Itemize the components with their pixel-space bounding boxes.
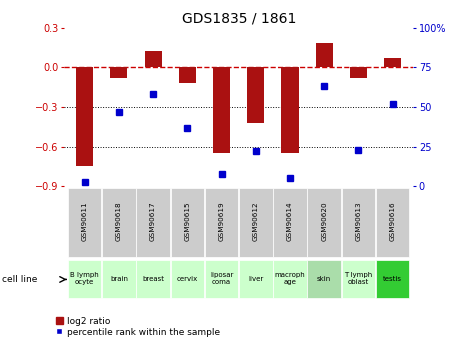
Text: liposar
coma: liposar coma — [210, 272, 233, 285]
Bar — [307, 188, 341, 257]
Bar — [273, 188, 307, 257]
Text: brain: brain — [110, 276, 128, 282]
Bar — [273, 260, 307, 298]
Text: testis: testis — [383, 276, 402, 282]
Bar — [205, 188, 238, 257]
Bar — [307, 260, 341, 298]
Text: cervix: cervix — [177, 276, 198, 282]
Bar — [171, 260, 204, 298]
Bar — [136, 260, 170, 298]
Text: GSM90611: GSM90611 — [82, 201, 88, 241]
Bar — [68, 188, 102, 257]
Bar — [205, 260, 238, 298]
Bar — [342, 260, 375, 298]
Bar — [213, 67, 230, 153]
Text: GSM90614: GSM90614 — [287, 201, 293, 241]
Text: GSM90613: GSM90613 — [355, 201, 361, 241]
Text: breast: breast — [142, 276, 164, 282]
Text: GSM90619: GSM90619 — [218, 201, 225, 241]
Bar — [110, 67, 127, 78]
Text: liver: liver — [248, 276, 264, 282]
Text: GSM90616: GSM90616 — [390, 201, 396, 241]
Text: B lymph
ocyte: B lymph ocyte — [70, 272, 99, 285]
Bar — [239, 260, 273, 298]
Text: GSM90617: GSM90617 — [150, 201, 156, 241]
Bar — [342, 188, 375, 257]
Bar — [102, 188, 136, 257]
Bar — [179, 67, 196, 83]
Legend: log2 ratio, percentile rank within the sample: log2 ratio, percentile rank within the s… — [52, 313, 224, 340]
Text: GSM90612: GSM90612 — [253, 201, 259, 241]
Bar — [350, 67, 367, 78]
Bar — [376, 188, 409, 257]
Bar — [136, 188, 170, 257]
Text: GSM90618: GSM90618 — [116, 201, 122, 241]
Text: GSM90620: GSM90620 — [321, 201, 327, 241]
Text: GSM90615: GSM90615 — [184, 201, 190, 241]
Text: cell line: cell line — [2, 275, 38, 284]
Bar — [282, 67, 299, 153]
Bar — [247, 67, 265, 123]
Text: skin: skin — [317, 276, 332, 282]
Bar — [76, 67, 93, 167]
Text: macroph
age: macroph age — [275, 272, 305, 285]
Bar — [239, 188, 273, 257]
Bar — [144, 51, 162, 67]
Title: GDS1835 / 1861: GDS1835 / 1861 — [181, 11, 296, 25]
Bar — [102, 260, 136, 298]
Text: T lymph
oblast: T lymph oblast — [344, 272, 372, 285]
Bar — [68, 260, 102, 298]
Bar — [171, 188, 204, 257]
Bar — [384, 58, 401, 67]
Bar — [316, 43, 333, 67]
Bar — [376, 260, 409, 298]
